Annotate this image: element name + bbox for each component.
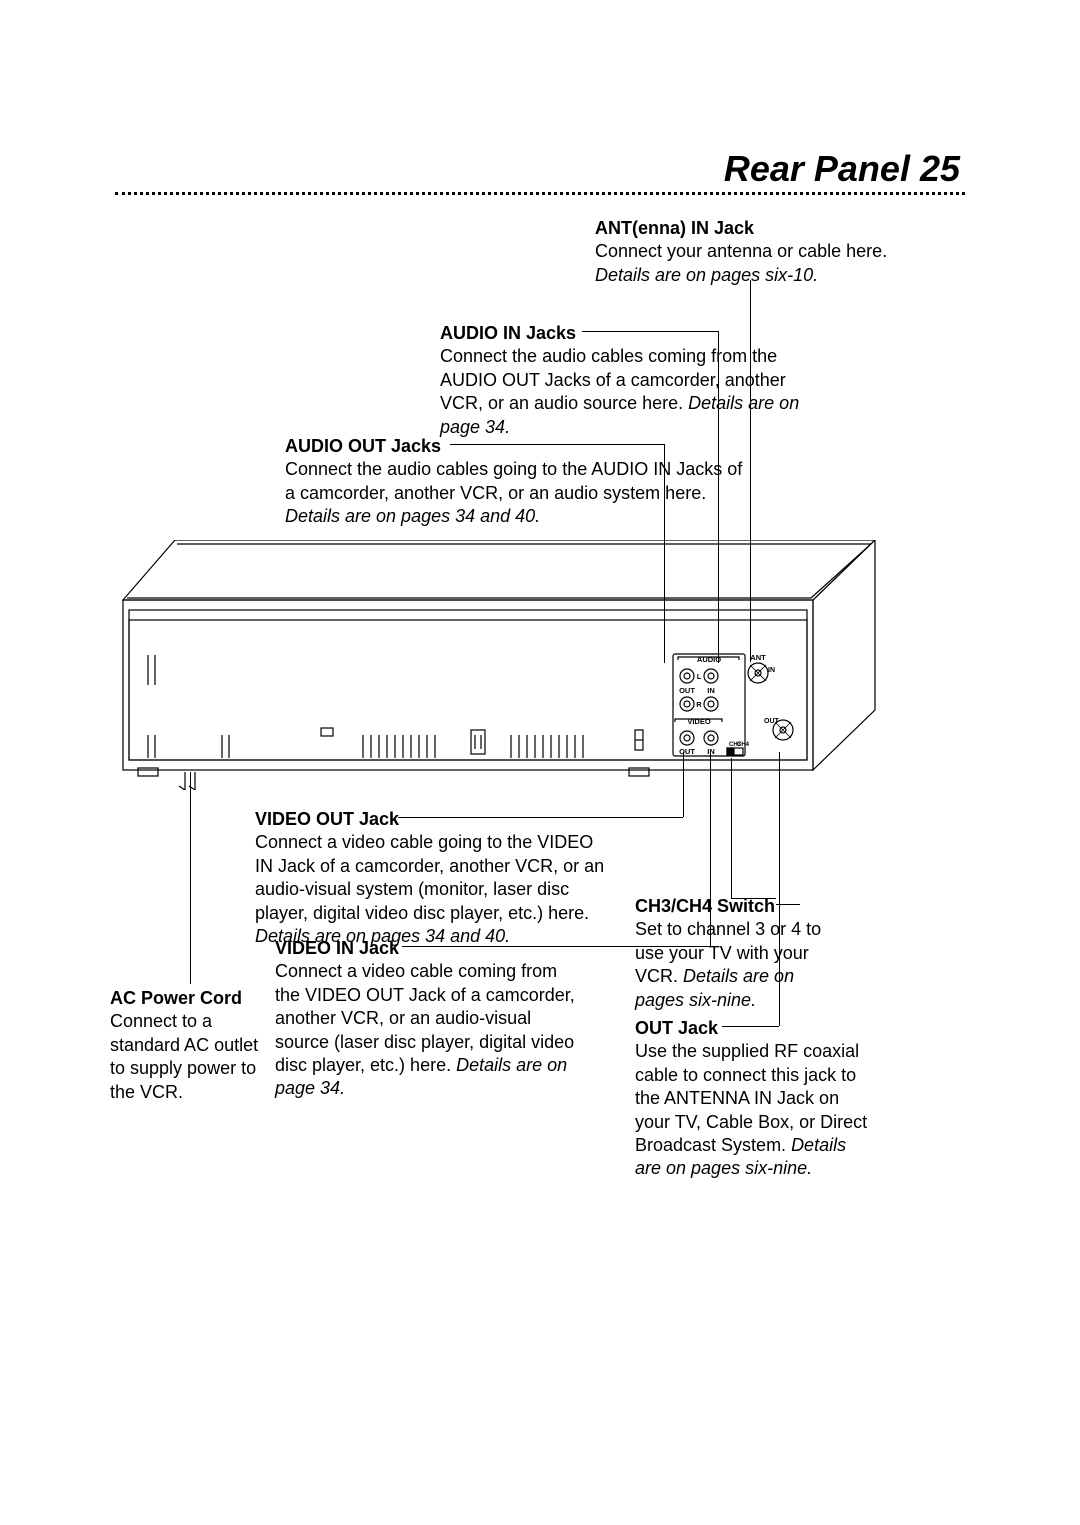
leader-audio-out-h bbox=[450, 444, 474, 445]
label-audio: AUDIO bbox=[697, 655, 721, 664]
ac-power-body: Connect to a standard AC outlet to suppl… bbox=[110, 1011, 258, 1101]
leader-ac-power-v bbox=[190, 772, 191, 984]
label-ant: ANT bbox=[750, 653, 766, 662]
callout-out-jack: OUT Jack Use the supplied RF coaxial cab… bbox=[635, 1017, 875, 1181]
label-video: VIDEO bbox=[687, 717, 711, 726]
label-ant-out: OUT bbox=[764, 718, 780, 725]
callout-ch3ch4: CH3/CH4 Switch Set to channel 3 or 4 to … bbox=[635, 895, 835, 1012]
leader-video-out-h bbox=[398, 817, 422, 818]
video-out-heading: VIDEO OUT Jack bbox=[255, 809, 399, 829]
label-out-2: OUT bbox=[679, 747, 695, 756]
audio-out-heading: AUDIO OUT Jacks bbox=[285, 436, 441, 456]
ac-power-heading: AC Power Cord bbox=[110, 988, 242, 1008]
leader-ch3ch4-conn bbox=[731, 898, 776, 899]
leader-video-in-h bbox=[402, 946, 426, 947]
leader-video-in-conn bbox=[426, 946, 710, 947]
leader-audio-in-h bbox=[582, 331, 606, 332]
out-jack-heading: OUT Jack bbox=[635, 1018, 718, 1038]
callout-video-out: VIDEO OUT Jack Connect a video cable goi… bbox=[255, 808, 615, 948]
page-title: Rear Panel 25 bbox=[724, 148, 960, 190]
leader-out-jack-v bbox=[779, 752, 780, 1026]
video-out-body: Connect a video cable going to the VIDEO… bbox=[255, 832, 604, 922]
label-in-1: IN bbox=[707, 686, 715, 695]
audio-in-heading: AUDIO IN Jacks bbox=[440, 323, 576, 343]
title-divider bbox=[115, 192, 965, 195]
label-ch4: CH4 bbox=[737, 742, 750, 748]
audio-out-body: Connect the audio cables going to the AU… bbox=[285, 459, 742, 502]
leader-video-out-conn bbox=[422, 817, 683, 818]
label-r: R bbox=[696, 700, 702, 709]
leader-audio-out-conn bbox=[474, 444, 664, 445]
callout-audio-in: AUDIO IN Jacks Connect the audio cables … bbox=[440, 322, 800, 439]
ant-in-heading: ANT(enna) IN Jack bbox=[595, 218, 754, 238]
callout-audio-out: AUDIO OUT Jacks Connect the audio cables… bbox=[285, 435, 745, 529]
ant-in-body: Connect your antenna or cable here. bbox=[595, 241, 887, 261]
ch3ch4-heading: CH3/CH4 Switch bbox=[635, 896, 775, 916]
label-in-2: IN bbox=[707, 747, 715, 756]
callout-ant-in: ANT(enna) IN Jack Connect your antenna o… bbox=[595, 217, 905, 287]
leader-audio-in-conn bbox=[606, 331, 718, 332]
leader-out-jack-conn bbox=[746, 1026, 779, 1027]
label-ant-in: IN bbox=[768, 667, 775, 674]
label-l: L bbox=[697, 672, 702, 681]
vcr-rear-diagram: AUDIO L OUT IN R VIDEO OUT IN CH3 CH4 AN… bbox=[115, 540, 935, 790]
ant-in-ref: Details are on pages six-10. bbox=[595, 265, 818, 285]
callout-video-in: VIDEO IN Jack Connect a video cable comi… bbox=[275, 937, 575, 1101]
callout-ac-power: AC Power Cord Connect to a standard AC o… bbox=[110, 987, 270, 1104]
label-out-1: OUT bbox=[679, 686, 695, 695]
video-in-heading: VIDEO IN Jack bbox=[275, 938, 399, 958]
audio-out-ref: Details are on pages 34 and 40. bbox=[285, 506, 540, 526]
leader-out-jack-h bbox=[722, 1026, 746, 1027]
